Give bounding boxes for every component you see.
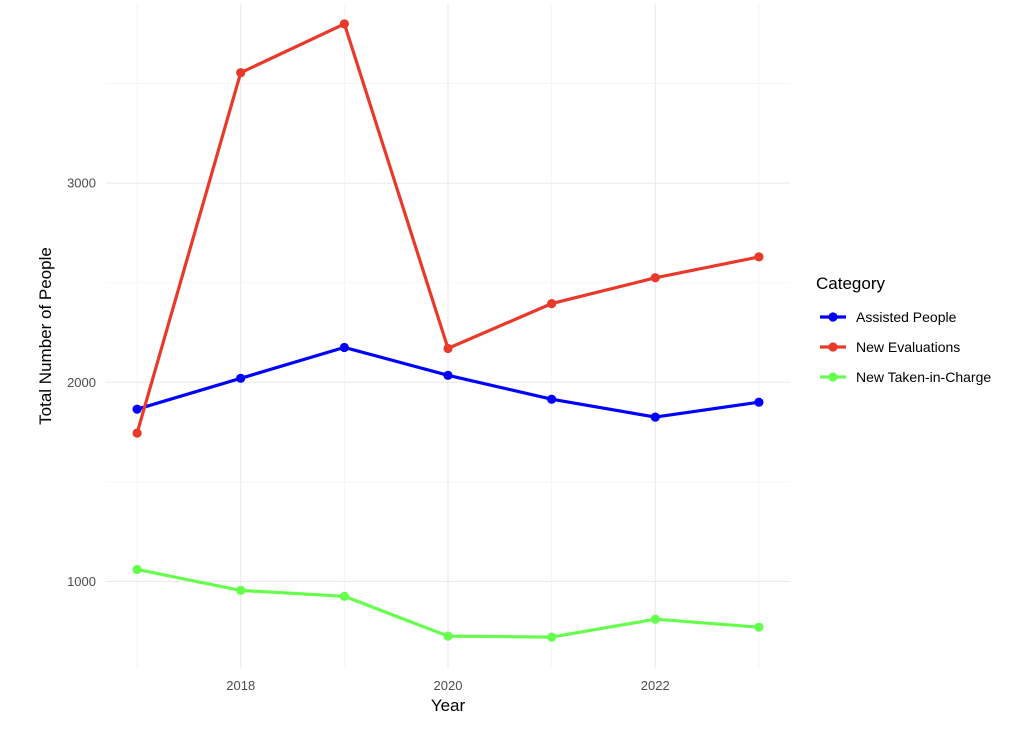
y-tick-label: 1000 <box>67 574 96 589</box>
grid <box>106 4 790 668</box>
legend-key-point <box>828 342 838 352</box>
legend-item: New Taken-in-Charge <box>820 369 991 385</box>
data-point <box>754 397 764 407</box>
series-lines <box>132 19 764 642</box>
series-new-evaluations <box>132 19 764 438</box>
data-point <box>236 585 246 595</box>
legend-label: New Taken-in-Charge <box>856 369 991 385</box>
y-axis-title: Total Number of People <box>36 247 55 425</box>
data-point <box>650 614 660 624</box>
data-point <box>236 373 246 383</box>
legend-label: Assisted People <box>856 309 957 325</box>
legend-title: Category <box>816 274 885 293</box>
data-point <box>132 404 142 414</box>
legend-label: New Evaluations <box>856 339 960 355</box>
data-point <box>754 622 764 632</box>
series-assisted-people <box>132 342 764 422</box>
data-point <box>443 631 453 641</box>
y-tick-label: 3000 <box>67 176 96 191</box>
data-point <box>132 564 142 575</box>
x-tick-label: 2022 <box>641 678 670 693</box>
legend-key-point <box>828 372 838 382</box>
data-point <box>339 591 349 601</box>
data-point <box>754 252 764 262</box>
data-point <box>132 428 142 438</box>
data-point <box>547 299 557 309</box>
y-tick-label: 2000 <box>67 375 96 390</box>
data-point <box>650 412 660 422</box>
data-point <box>547 394 557 404</box>
data-point <box>650 273 660 283</box>
series-new-taken-in-charge <box>132 564 764 642</box>
legend-item: Assisted People <box>820 309 957 325</box>
data-point <box>339 19 349 29</box>
data-point <box>443 343 453 354</box>
data-point <box>339 342 349 353</box>
x-tick-label: 2018 <box>226 678 255 693</box>
x-axis-title: Year <box>431 696 466 715</box>
x-tick-label: 2020 <box>434 678 463 693</box>
data-point <box>547 632 557 642</box>
x-axis-ticks: 2018 2020 2022 <box>226 678 669 693</box>
legend-item: New Evaluations <box>820 339 960 355</box>
data-point <box>236 68 246 78</box>
data-point <box>443 370 453 380</box>
y-axis-ticks: 1000 2000 3000 <box>67 176 96 589</box>
legend: Assisted People New Evaluations New Taken-… <box>820 309 991 385</box>
legend-key-point <box>828 312 838 322</box>
